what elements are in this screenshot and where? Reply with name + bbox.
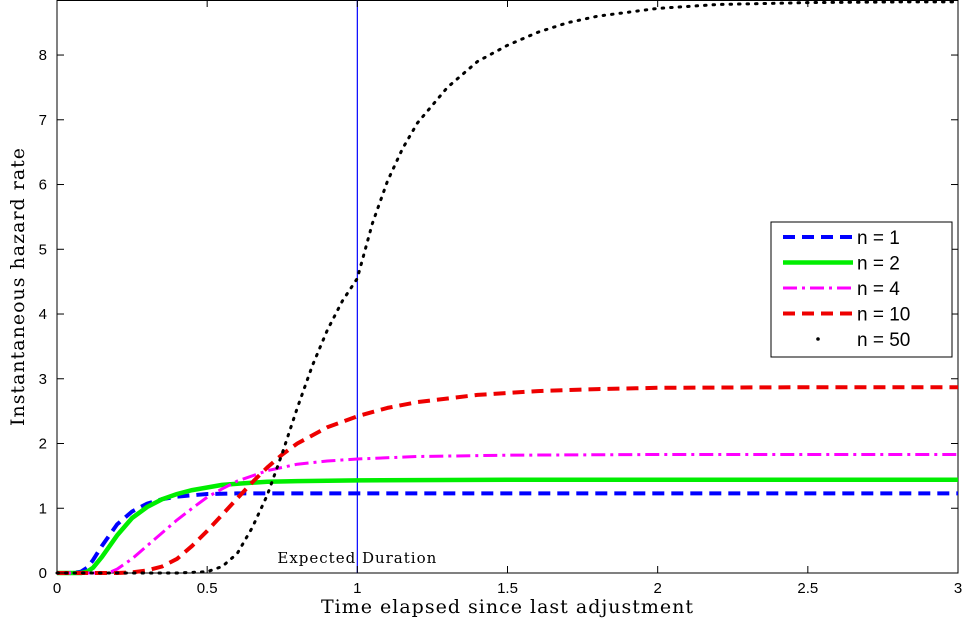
series-line-5 xyxy=(55,0,960,575)
y-tick-label: 1 xyxy=(39,500,47,517)
y-tick-label: 0 xyxy=(39,565,47,582)
expected-duration-annotation: Expected Duration xyxy=(277,549,437,567)
legend-item: n = 4 xyxy=(783,279,900,300)
y-tick-label: 2 xyxy=(39,436,47,453)
y-tick-label: 4 xyxy=(39,306,47,323)
x-tick-label: 1 xyxy=(353,580,361,597)
plot-area: 0 0.5 1 1.5 2 2.5 3 0 1 2 3 4 5 6 7 8 xyxy=(39,0,962,597)
legend: n = 1 n = 2 n = 4 n = 10 n = 50 xyxy=(770,221,953,358)
y-tick-label: 8 xyxy=(39,47,47,64)
legend-swatch xyxy=(816,337,820,341)
tick-layer: 0 0.5 1 1.5 2 2.5 3 0 1 2 3 4 5 6 7 8 xyxy=(39,0,962,597)
legend-label: n = 50 xyxy=(857,330,910,351)
series-layer xyxy=(55,0,960,576)
legend-label: n = 10 xyxy=(857,305,910,326)
x-tick-label: 1.5 xyxy=(497,580,518,597)
y-axis-label: Instantaneous hazard rate xyxy=(7,147,29,426)
x-tick-label: 3 xyxy=(954,580,962,597)
legend-item: n = 50 xyxy=(816,330,910,351)
x-tick-label: 0.5 xyxy=(197,580,218,597)
legend-box xyxy=(770,221,953,358)
x-tick-label: 2 xyxy=(653,580,661,597)
legend-label: n = 4 xyxy=(857,279,900,300)
legend-items: n = 1 n = 2 n = 4 n = 10 n = 50 xyxy=(783,228,910,351)
x-tick-label: 2.5 xyxy=(797,580,818,597)
series-line-4 xyxy=(57,385,958,575)
legend-label: n = 1 xyxy=(857,228,900,249)
y-tick-label: 5 xyxy=(39,241,47,258)
legend-item: n = 2 xyxy=(783,254,900,275)
x-axis-label: Time elapsed since last adjustment xyxy=(321,596,694,618)
y-tick-label: 6 xyxy=(39,177,47,194)
series-line-3 xyxy=(57,453,958,575)
legend-item: n = 1 xyxy=(783,228,900,249)
legend-label: n = 2 xyxy=(857,254,900,275)
y-tick-label: 7 xyxy=(39,112,47,129)
series-line-2 xyxy=(57,477,958,576)
y-tick-label: 3 xyxy=(39,371,47,388)
x-tick-label: 0 xyxy=(53,580,61,597)
legend-item: n = 10 xyxy=(783,305,910,326)
